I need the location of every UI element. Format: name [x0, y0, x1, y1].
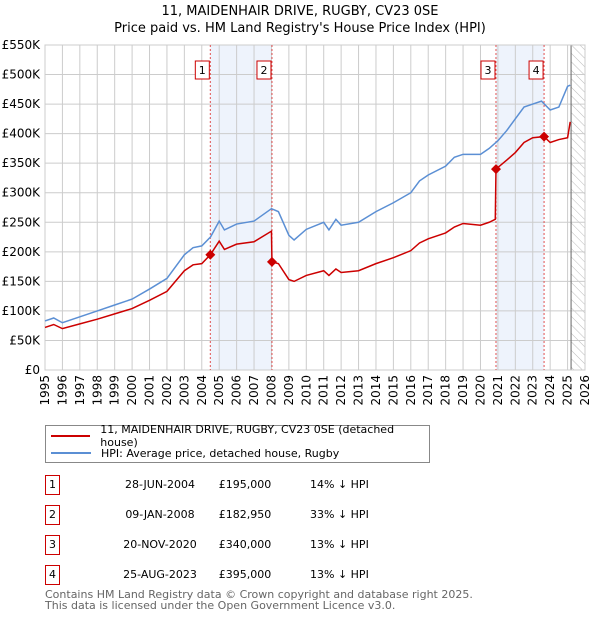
x-tick-label: 2021 [491, 375, 505, 406]
sale-marker-box [480, 60, 496, 80]
x-tick-label: 2004 [195, 375, 209, 406]
x-tick-label: 2026 [578, 375, 592, 406]
x-tick-label: 1997 [73, 375, 87, 406]
legend-hpi-swatch [51, 452, 91, 454]
sale-marker: 2 [45, 505, 60, 525]
sale-date: 28-JUN-2004 [124, 478, 196, 491]
x-tick-label: 2001 [143, 375, 157, 406]
x-tick-label: 2000 [125, 375, 139, 406]
x-tick-label: 2003 [177, 375, 191, 406]
sale-point [205, 249, 216, 260]
y-tick-label: £450K [2, 97, 42, 111]
sale-hpi-diff: 13% ↓ HPI [310, 538, 369, 551]
x-tick-label: 2017 [421, 375, 435, 406]
x-tick-label: 2024 [543, 375, 557, 406]
sale-point [539, 131, 550, 142]
x-tick-label: 2011 [317, 375, 331, 406]
legend-hpi-label: HPI: Average price, detached house, Rugb… [101, 446, 340, 460]
sale-date: 09-JAN-2008 [125, 508, 195, 521]
sale-row: 3 20-NOV-2020 £340,000 13% ↓ HPI [45, 535, 445, 555]
legend-property-label: 11, MAIDENHAIR DRIVE, RUGBY, CV23 0SE (d… [100, 423, 395, 449]
y-tick-label: £100K [2, 304, 42, 318]
x-tick-label: 2006 [230, 375, 244, 406]
y-tick-label: £200K [2, 245, 42, 259]
y-tick-label: £400K [2, 127, 42, 141]
x-tick-label: 2009 [282, 375, 296, 406]
y-tick-label: £150K [2, 274, 42, 288]
x-tick-label: 2007 [247, 375, 261, 406]
sale-marker-label: 3 [484, 64, 491, 77]
sale-hpi-diff: 14% ↓ HPI [310, 478, 369, 491]
y-tick-label: £550K [2, 38, 42, 52]
x-tick-label: 1995 [38, 375, 52, 406]
sale-price: £340,000 [218, 538, 272, 551]
x-tick-label: 2018 [439, 375, 453, 406]
sale-price: £395,000 [218, 568, 272, 581]
sale-point [266, 256, 277, 267]
x-tick-label: 1996 [55, 375, 69, 406]
price-chart: £0 £50K £100K £150K £200K £250K £300K £350K £400… [2, 38, 592, 406]
plot-frame [44, 44, 586, 371]
x-tick-label: 2023 [526, 375, 540, 406]
x-tick-label: 2010 [299, 375, 313, 406]
y-tick-label: £50K [9, 333, 41, 347]
sale-price: £182,950 [218, 508, 272, 521]
x-tick-label: 2002 [160, 375, 174, 406]
sale-row: 4 25-AUG-2023 £395,000 13% ↓ HPI [45, 565, 445, 585]
legend: 11, MAIDENHAIR DRIVE, RUGBY, CV23 0SE (d… [45, 423, 430, 463]
sale-marker-label: 4 [533, 64, 540, 77]
forecast-hatch [571, 45, 585, 370]
legend-property-swatch [51, 435, 91, 437]
x-tick-label: 1998 [90, 375, 104, 406]
sale-marker-label: 2 [260, 64, 267, 77]
y-tick-label: £300K [2, 186, 42, 200]
x-tick-label: 2008 [264, 375, 278, 406]
x-tick-label: 2012 [334, 375, 348, 406]
shaded-range [210, 45, 272, 370]
sale-date: 25-AUG-2023 [123, 568, 197, 581]
sale-marker: 1 [45, 475, 60, 495]
shaded-range [495, 45, 545, 370]
sale-date: 20-NOV-2020 [123, 538, 197, 551]
x-tick-label: 2025 [561, 375, 575, 406]
x-tick-label: 2015 [386, 375, 400, 406]
x-tick-label: 2019 [456, 375, 470, 406]
sale-row: 2 09-JAN-2008 £182,950 33% ↓ HPI [45, 505, 445, 525]
x-tick-label: 2020 [473, 375, 487, 406]
sale-price: £195,000 [218, 478, 272, 491]
sale-marker-box [256, 60, 272, 80]
x-tick-label: 1999 [108, 375, 122, 406]
x-tick-label: 2016 [404, 375, 418, 406]
y-tick-label: £350K [2, 156, 42, 170]
sale-hpi-diff: 33% ↓ HPI [310, 508, 369, 521]
sale-marker: 4 [45, 565, 60, 585]
y-tick-label: £250K [2, 215, 42, 229]
footer-line1: Contains HM Land Registry data © Crown c… [45, 588, 473, 601]
sale-marker-box [194, 60, 210, 80]
property-line [44, 121, 571, 330]
chart-title: 11, MAIDENHAIR DRIVE, RUGBY, CV23 0SE [161, 4, 439, 19]
sale-point [490, 164, 501, 175]
y-tick-label: £0 [25, 363, 40, 377]
chart-subtitle: Price paid vs. HM Land Registry's House … [114, 21, 486, 36]
hpi-line [44, 84, 571, 324]
sale-marker: 3 [45, 535, 60, 555]
sale-marker-label: 1 [199, 64, 206, 77]
x-tick-label: 2013 [352, 375, 366, 406]
x-tick-label: 2014 [369, 375, 383, 406]
sale-marker-box [528, 60, 544, 80]
sale-hpi-diff: 13% ↓ HPI [310, 568, 369, 581]
x-tick-label: 2005 [212, 375, 226, 406]
x-tick-label: 2022 [508, 375, 522, 406]
y-tick-label: £500K [2, 68, 42, 82]
footer-line2: This data is licensed under the Open Gov… [45, 599, 396, 612]
sale-row: 1 28-JUN-2004 £195,000 14% ↓ HPI [45, 475, 445, 495]
footer: Contains HM Land Registry data © Crown c… [45, 589, 473, 611]
